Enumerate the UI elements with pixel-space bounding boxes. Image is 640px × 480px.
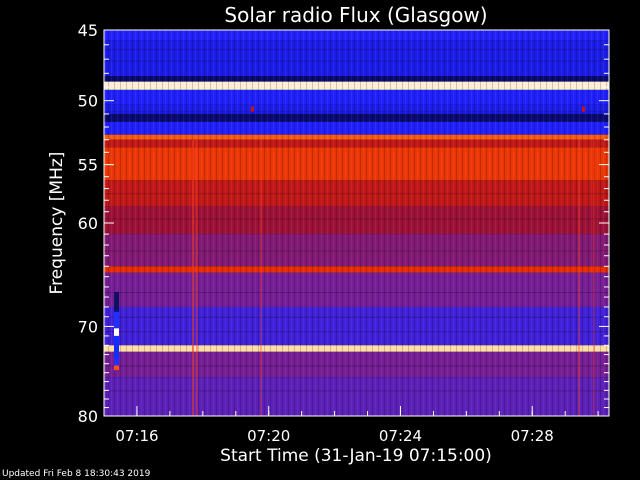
x-axis-label: Start Time (31-Jan-19 07:15:00)	[220, 446, 492, 466]
calibration-segment-5	[114, 365, 119, 371]
x-tick-label-1: 07:20	[247, 427, 290, 445]
interference-line-10	[104, 390, 609, 392]
interference-line-5	[104, 250, 609, 252]
plot-marks	[104, 49, 609, 416]
y-tick-label-3: 60	[78, 214, 98, 233]
chart-title: Solar radio Flux (Glasgow)	[224, 3, 487, 27]
burst-streak-1	[196, 139, 198, 416]
interference-line-2	[104, 111, 609, 113]
y-axis: 45 50 55 60 70 80	[78, 21, 609, 426]
x-tick-label-3: 07:28	[511, 427, 554, 445]
x-axis: 07:16 07:20 07:24 07:28	[115, 406, 599, 445]
y-tick-label-2: 55	[78, 156, 98, 175]
y-axis-label: Frequency [MHz]	[47, 152, 67, 295]
y-tick-label-1: 50	[78, 92, 98, 111]
y-tick-label-0: 45	[78, 21, 98, 40]
streak-texture	[104, 30, 609, 416]
interference-line-3	[104, 193, 609, 195]
plot-area	[104, 30, 609, 416]
updated-timestamp: Updated Fri Feb 8 18:30:43 2019	[2, 469, 151, 479]
y-tick-label-4: 70	[78, 317, 98, 336]
interference-line-1	[104, 60, 609, 62]
interference-line-0	[104, 49, 609, 51]
burst-streak-2	[260, 139, 262, 416]
interference-line-6	[104, 292, 609, 294]
x-tick-label-2: 07:24	[379, 427, 422, 445]
x-tick-label-0: 07:16	[115, 427, 158, 445]
y-tick-label-5: 80	[78, 407, 98, 426]
spot-mark-1	[582, 106, 585, 112]
interference-line-4	[104, 218, 609, 220]
calibration-segment-1	[114, 311, 119, 329]
calibration-segment-2	[114, 328, 119, 336]
burst-streak-0	[192, 139, 194, 416]
burst-streak-3	[578, 139, 580, 416]
burst-streak-4	[593, 139, 595, 416]
interference-line-9	[104, 365, 609, 367]
calibration-segment-0	[114, 292, 119, 312]
spot-mark-0	[251, 106, 254, 112]
calibration-segment-3	[114, 335, 119, 360]
interference-line-8	[104, 331, 609, 333]
interference-line-7	[104, 316, 609, 318]
calibration-segment-4	[114, 359, 119, 366]
